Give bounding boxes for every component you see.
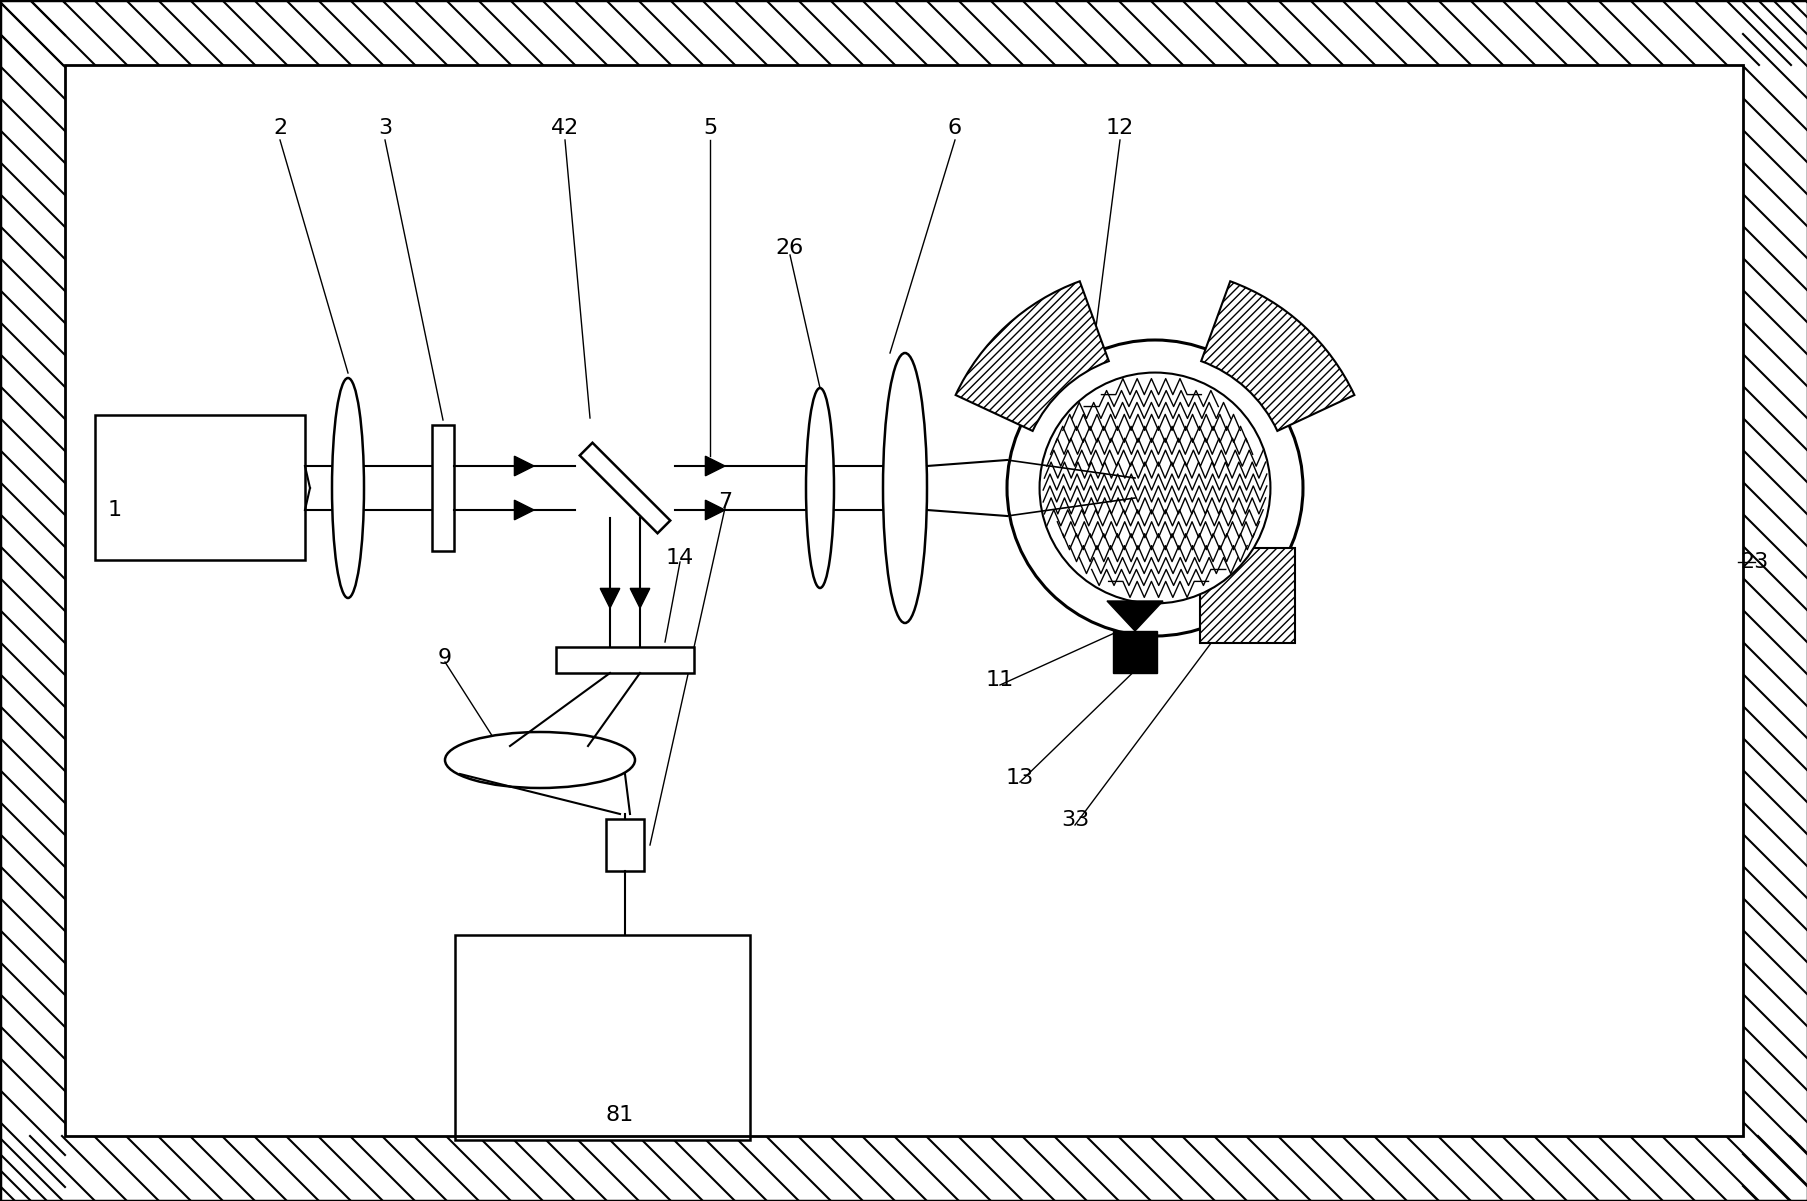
Bar <box>1200 548 1294 643</box>
Ellipse shape <box>445 731 634 788</box>
Text: 26: 26 <box>775 238 804 258</box>
Text: 7: 7 <box>717 492 732 512</box>
Polygon shape <box>1106 600 1162 631</box>
Bar <box>0 0 65 1201</box>
Text: 1: 1 <box>108 500 123 520</box>
Bar <box>455 936 750 1140</box>
Circle shape <box>1006 340 1303 637</box>
Polygon shape <box>515 500 533 520</box>
Bar <box>432 425 454 551</box>
Ellipse shape <box>332 378 363 598</box>
Bar <box>65 65 1742 1136</box>
Text: 11: 11 <box>985 670 1014 691</box>
Wedge shape <box>956 281 1108 431</box>
Polygon shape <box>515 456 533 476</box>
Text: 5: 5 <box>703 118 717 138</box>
Bar <box>1742 0 1807 1201</box>
Text: 14: 14 <box>665 548 694 568</box>
Bar <box>0 1136 1807 1201</box>
Bar <box>0 0 1807 65</box>
Ellipse shape <box>882 353 927 623</box>
Bar <box>65 65 1742 1136</box>
Ellipse shape <box>806 388 833 588</box>
Bar <box>96 416 305 560</box>
Text: 81: 81 <box>605 1105 634 1125</box>
Bar <box>557 647 694 673</box>
Wedge shape <box>1200 281 1353 431</box>
Text: 42: 42 <box>551 118 578 138</box>
Text: 9: 9 <box>437 649 452 668</box>
Polygon shape <box>705 500 725 520</box>
Text: 13: 13 <box>1005 767 1034 788</box>
Polygon shape <box>631 588 649 608</box>
Text: 12: 12 <box>1106 118 1133 138</box>
Bar <box>1113 631 1156 673</box>
Text: 33: 33 <box>1061 809 1088 830</box>
Text: 2: 2 <box>273 118 287 138</box>
Text: 3: 3 <box>378 118 392 138</box>
Text: 6: 6 <box>947 118 961 138</box>
Bar <box>605 819 643 871</box>
Polygon shape <box>705 456 725 476</box>
Text: 23: 23 <box>1740 552 1767 572</box>
Polygon shape <box>580 443 670 533</box>
Polygon shape <box>600 588 620 608</box>
Circle shape <box>1039 372 1270 603</box>
